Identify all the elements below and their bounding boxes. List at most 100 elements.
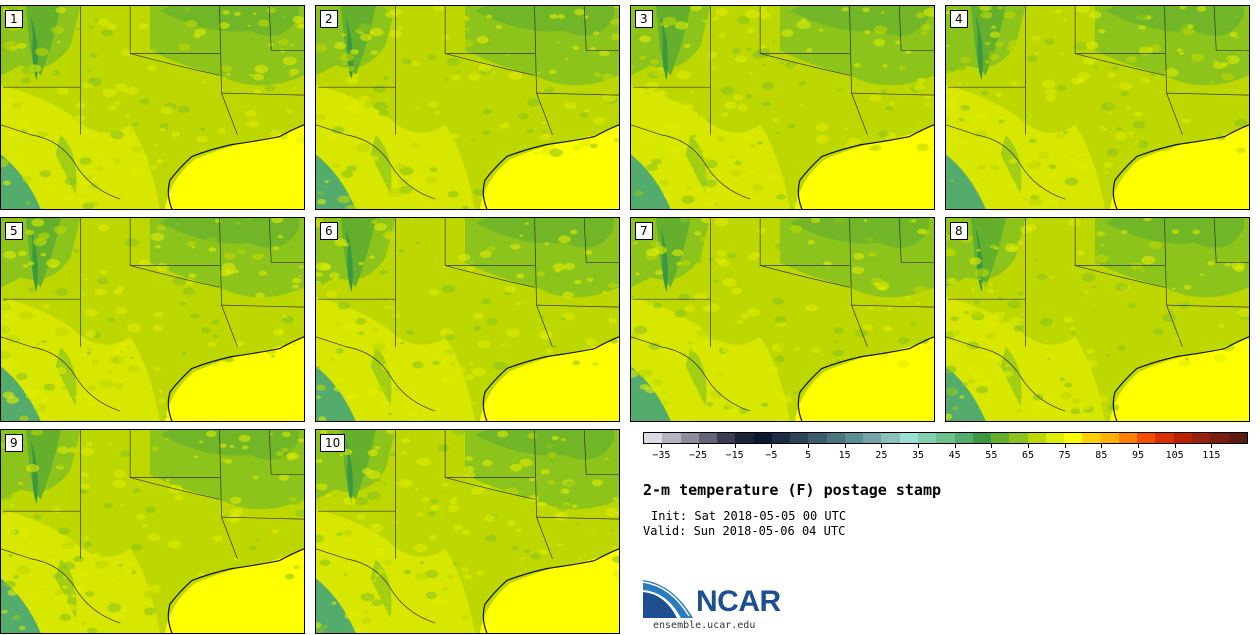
member-panel-6: 6 xyxy=(315,217,620,422)
colorbar-tick-label: 15 xyxy=(838,450,851,461)
colorbar-tick xyxy=(918,444,919,448)
colorbar-tick-label: 25 xyxy=(875,450,888,461)
colorbar-swatch xyxy=(863,433,882,443)
colorbar-tick-label: −25 xyxy=(688,450,708,461)
colorbar-tick xyxy=(844,444,846,448)
member-panel-9: 9 xyxy=(0,429,305,634)
member-panel-5: 5 xyxy=(0,217,305,422)
colorbar-swatch xyxy=(936,433,955,443)
temperature-colorbar xyxy=(643,432,1248,444)
colorbar-tick xyxy=(1138,444,1139,448)
member-panel-1: 1 xyxy=(0,5,305,210)
member-label: 7 xyxy=(635,222,653,240)
colorbar-swatch xyxy=(954,433,973,443)
colorbar-swatch xyxy=(698,433,718,443)
colorbar-swatch xyxy=(917,433,937,443)
colorbar-tick-label: 115 xyxy=(1202,450,1221,461)
colorbar-tick-label: 5 xyxy=(804,450,812,461)
temperature-map xyxy=(1,430,304,633)
member-label: 2 xyxy=(320,10,338,28)
colorbar-swatch xyxy=(1082,433,1101,443)
colorbar-tick xyxy=(1028,444,1029,448)
colorbar-tick xyxy=(808,444,809,448)
colorbar-swatch xyxy=(844,433,864,443)
temperature-map xyxy=(946,218,1249,421)
member-label: 1 xyxy=(5,10,23,28)
colorbar-swatch xyxy=(753,433,772,443)
colorbar-tick-label: 35 xyxy=(911,450,925,461)
colorbar-tick xyxy=(661,444,663,448)
colorbar-tick-label: 55 xyxy=(985,450,998,461)
ncar-wordmark: NCAR xyxy=(696,585,781,618)
colorbar-tick-label: 65 xyxy=(1021,450,1035,461)
colorbar-swatch xyxy=(1027,433,1046,443)
colorbar-swatch xyxy=(1137,433,1156,443)
colorbar-tick xyxy=(1101,444,1103,448)
colorbar-swatch xyxy=(826,433,845,443)
colorbar-swatch xyxy=(1191,433,1211,443)
colorbar-ticks xyxy=(643,444,1248,449)
member-label: 3 xyxy=(635,10,653,28)
member-panel-2: 2 xyxy=(315,5,620,210)
colorbar-tick-label: −35 xyxy=(652,450,671,461)
colorbar-swatch xyxy=(1064,433,1083,443)
temperature-map xyxy=(316,430,619,633)
member-label: 4 xyxy=(950,10,968,28)
member-panel-3: 3 xyxy=(630,5,935,210)
colorbar-swatch xyxy=(1045,433,1065,443)
member-label: 10 xyxy=(320,434,346,452)
member-label: 8 xyxy=(950,222,968,240)
temperature-map xyxy=(316,6,619,209)
colorbar-tick xyxy=(1174,444,1176,448)
valid-time: Valid: Sun 2018-05-06 04 UTC xyxy=(643,524,846,538)
temperature-map xyxy=(316,218,619,421)
chart-title: 2-m temperature (F) postage stamp xyxy=(643,481,942,499)
colorbar-swatch xyxy=(1173,433,1192,443)
colorbar-tick-label: 95 xyxy=(1131,450,1145,461)
colorbar-swatch xyxy=(899,433,918,443)
colorbar-swatch xyxy=(991,433,1010,443)
colorbar-swatch xyxy=(808,433,827,443)
colorbar-swatch xyxy=(972,433,992,443)
colorbar-tick xyxy=(1064,444,1066,448)
colorbar-tick-label: 85 xyxy=(1095,450,1108,461)
colorbar-tick-label: 105 xyxy=(1165,450,1184,461)
temperature-map xyxy=(631,6,934,209)
member-panel-4: 4 xyxy=(945,5,1250,210)
colorbar-tick-label: 45 xyxy=(948,450,961,461)
ncar-logo-icon xyxy=(643,580,693,618)
colorbar-swatch xyxy=(1009,433,1028,443)
temperature-map xyxy=(1,6,304,209)
colorbar-tick-label: −15 xyxy=(725,450,744,461)
colorbar-swatch xyxy=(790,433,809,443)
colorbar-tick xyxy=(881,444,883,448)
member-panel-10: 10 xyxy=(315,429,620,634)
temperature-map xyxy=(631,218,934,421)
colorbar-swatch xyxy=(1228,433,1247,443)
colorbar-tick xyxy=(698,444,699,448)
temperature-map xyxy=(1,218,304,421)
colorbar-tick-label: 75 xyxy=(1058,450,1071,461)
member-label: 6 xyxy=(320,222,338,240)
colorbar-swatch xyxy=(771,433,791,443)
temperature-map xyxy=(946,6,1249,209)
colorbar-labels: −35 −25 −15 −5 5 15 25 35 45 55 65 75 85 95 105 115 xyxy=(643,448,1248,464)
colorbar-tick xyxy=(771,444,773,448)
colorbar-swatch xyxy=(735,433,754,443)
member-label: 9 xyxy=(5,434,23,452)
member-panel-8: 8 xyxy=(945,217,1250,422)
colorbar-tick xyxy=(734,444,736,448)
colorbar-swatch xyxy=(662,433,681,443)
colorbar-swatch xyxy=(1118,433,1138,443)
init-time: Init: Sat 2018-05-05 00 UTC xyxy=(651,509,847,523)
colorbar-tick xyxy=(1211,444,1213,448)
website-url: ensemble.ucar.edu xyxy=(653,620,756,631)
colorbar-swatch xyxy=(680,433,699,443)
member-panel-7: 7 xyxy=(630,217,935,422)
colorbar-tick xyxy=(991,444,993,448)
colorbar-tick-label: −5 xyxy=(765,450,778,461)
colorbar-swatch xyxy=(881,433,900,443)
colorbar-swatch xyxy=(717,433,736,443)
colorbar-swatch xyxy=(1100,433,1119,443)
colorbar-swatch xyxy=(644,433,663,443)
